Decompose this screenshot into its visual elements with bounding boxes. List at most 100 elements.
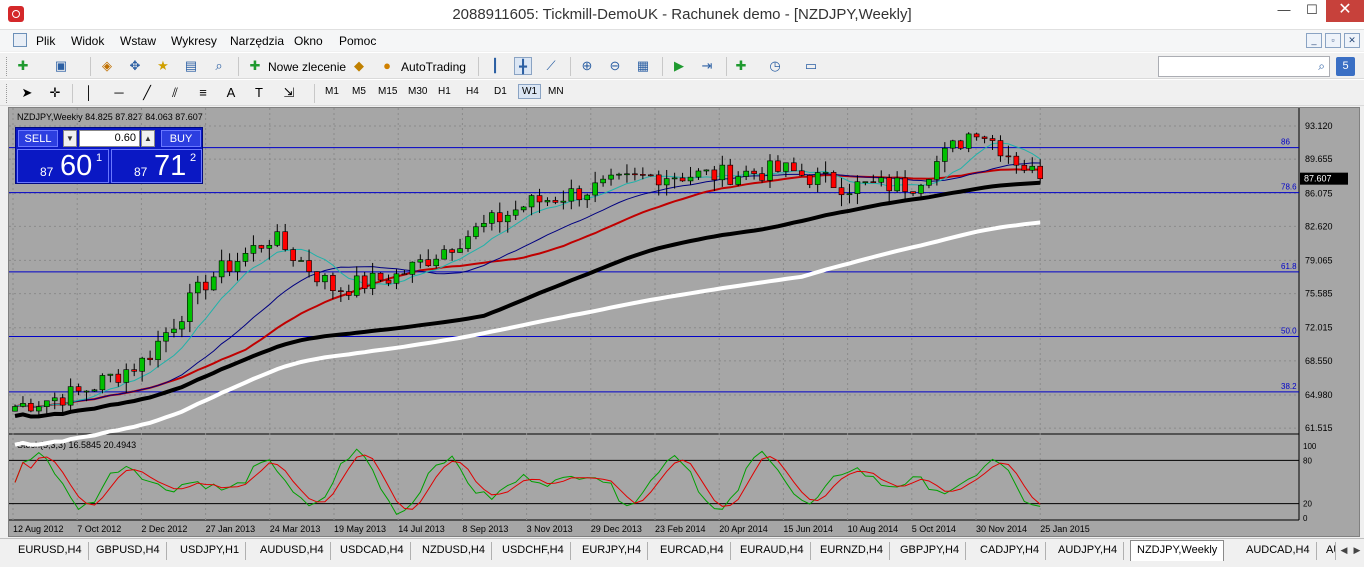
buy-button[interactable]: BUY: [161, 130, 201, 147]
timeframe-m5[interactable]: M5: [352, 86, 366, 97]
chart-tab[interactable]: USDCAD,H4: [334, 542, 411, 560]
sell-button[interactable]: SELL: [18, 130, 58, 147]
lot-increase-button[interactable]: ▲: [141, 130, 155, 147]
strategy-tester-icon[interactable]: ⌕: [215, 58, 223, 73]
sell-price-pipette: 1: [96, 152, 103, 164]
trendline-icon[interactable]: ╱: [143, 85, 151, 100]
channel-icon[interactable]: ⫽: [172, 85, 178, 100]
toolbar-grip[interactable]: [6, 84, 9, 103]
candlestick-icon[interactable]: ╋: [514, 57, 532, 75]
new-order-icon[interactable]: ✚: [249, 58, 261, 73]
chart-tab[interactable]: EURJPY,H4: [576, 542, 649, 560]
chart-tab[interactable]: AUDCAD,H4: [1240, 542, 1317, 560]
auto-scroll-icon[interactable]: ▶: [674, 58, 684, 73]
timeframe-h1[interactable]: H1: [438, 86, 451, 97]
terminal-icon[interactable]: ▤: [184, 58, 198, 73]
text-icon[interactable]: A: [226, 85, 236, 100]
chart-tab[interactable]: GBPJPY,H4: [894, 542, 967, 560]
menu-bar: Plik Widok Wstaw Wykresy Narzędzia Okno …: [0, 30, 1364, 51]
tab-scroll-left-icon[interactable]: ◀: [1340, 545, 1348, 555]
chart-tab[interactable]: AUD: [1320, 542, 1336, 560]
menu-view[interactable]: Widok: [71, 34, 105, 48]
chart-tab[interactable]: EURAUD,H4: [734, 542, 811, 560]
bear-candle: [679, 177, 686, 182]
timeframe-mn[interactable]: MN: [548, 86, 564, 97]
bull-candle: [584, 194, 591, 201]
toolbar-grip[interactable]: [6, 57, 9, 76]
bull-candle: [814, 172, 821, 185]
tile-windows-icon[interactable]: ▦: [636, 58, 650, 73]
bull-candle: [234, 261, 241, 272]
zoom-in-icon[interactable]: ⊕: [581, 58, 593, 73]
lot-decrease-button[interactable]: ▼: [63, 130, 77, 147]
crosshair-icon[interactable]: ✛: [49, 85, 61, 100]
chart-tab[interactable]: NZDUSD,H4: [416, 542, 492, 560]
navigator-icon[interactable]: ✥: [129, 58, 141, 73]
chart-window-icon[interactable]: [13, 33, 27, 47]
vertical-line-icon[interactable]: │: [84, 85, 94, 100]
community-icon[interactable]: 5: [1336, 57, 1355, 76]
timeframe-d1[interactable]: D1: [494, 86, 507, 97]
timeframe-h4[interactable]: H4: [466, 86, 479, 97]
chart-tab[interactable]: AUDJPY,H4: [1052, 542, 1125, 560]
bull-candle: [274, 231, 281, 246]
profiles-icon[interactable]: ▣: [54, 58, 68, 73]
line-chart-icon[interactable]: ⟋: [546, 58, 556, 73]
market-watch-icon[interactable]: ◈: [102, 58, 112, 73]
timeframe-m1[interactable]: M1: [325, 86, 339, 97]
search-icon[interactable]: ⌕: [1318, 59, 1325, 73]
menu-window[interactable]: Okno: [294, 34, 323, 48]
new-chart-icon[interactable]: ✚: [17, 58, 29, 73]
chart-tab[interactable]: EURCAD,H4: [654, 542, 731, 560]
metaeditor-icon[interactable]: ◆: [354, 58, 364, 73]
fibonacci-icon[interactable]: ≡: [199, 85, 207, 100]
chart-tab[interactable]: EURNZD,H4: [814, 542, 890, 560]
close-button[interactable]: ✕: [1326, 0, 1364, 22]
menu-insert[interactable]: Wstaw: [120, 34, 156, 48]
buy-price-display[interactable]: 87 71 2: [111, 149, 202, 183]
autotrading-icon[interactable]: ●: [383, 58, 391, 73]
maximize-button[interactable]: ☐: [1306, 2, 1318, 17]
timeframe-m30[interactable]: M30: [408, 86, 428, 97]
bull-candle: [163, 332, 169, 342]
mdi-close-button[interactable]: ✕: [1344, 33, 1360, 48]
sell-price-display[interactable]: 87 60 1: [17, 149, 109, 183]
chart-tab[interactable]: AUDUSD,H4: [254, 542, 331, 560]
mdi-minimize-button[interactable]: _: [1306, 33, 1322, 48]
arrows-icon[interactable]: ⇲: [283, 85, 295, 100]
menu-file[interactable]: Plik: [36, 34, 56, 48]
minimize-button[interactable]: —: [1277, 2, 1291, 17]
menu-tools[interactable]: Narzędzia: [230, 34, 285, 48]
mdi-restore-button[interactable]: ▫: [1325, 33, 1341, 48]
bear-candle: [655, 174, 662, 186]
search-input[interactable]: ⌕: [1158, 56, 1330, 77]
lot-size-input[interactable]: 0.60: [79, 130, 140, 147]
periods-icon[interactable]: ◷: [769, 58, 781, 73]
bull-candle: [139, 357, 145, 372]
chart-tab[interactable]: NZDJPY,Weekly: [1130, 540, 1225, 561]
timeframe-w1[interactable]: W1: [518, 84, 541, 99]
chart-tab[interactable]: GBPUSD,H4: [90, 542, 167, 560]
menu-charts[interactable]: Wykresy: [171, 34, 217, 48]
price-chart[interactable]: NZDJPY,Weekly 84.825 87.827 84.063 87.60…: [9, 108, 1359, 536]
data-window-icon[interactable]: ★: [157, 58, 169, 73]
chart-window[interactable]: NZDJPY,Weekly 84.825 87.827 84.063 87.60…: [8, 107, 1360, 537]
chart-shift-icon[interactable]: ⇥: [701, 58, 713, 73]
horizontal-line-icon[interactable]: ─: [114, 85, 124, 100]
new-order-button[interactable]: Nowe zlecenie: [268, 60, 347, 74]
menu-help[interactable]: Pomoc: [339, 34, 377, 48]
tab-scroll-right-icon[interactable]: ▶: [1353, 545, 1361, 555]
indicators-icon[interactable]: ✚: [735, 58, 747, 73]
chart-tab[interactable]: USDCHF,H4: [496, 542, 571, 560]
chart-tab[interactable]: EURUSD,H4: [12, 542, 89, 560]
bar-chart-icon[interactable]: ┃: [491, 58, 499, 73]
timeframe-m15[interactable]: M15: [378, 86, 398, 97]
cursor-icon[interactable]: ➤: [21, 85, 33, 100]
chart-tab[interactable]: USDJPY,H1: [174, 542, 247, 560]
autotrading-button[interactable]: AutoTrading: [401, 60, 466, 74]
chart-tab[interactable]: CADJPY,H4: [974, 542, 1047, 560]
price-axis-label: 82.620: [1305, 221, 1333, 231]
zoom-out-icon[interactable]: ⊖: [609, 58, 621, 73]
text-label-icon[interactable]: T: [255, 85, 263, 100]
templates-icon[interactable]: ▭: [804, 58, 818, 73]
